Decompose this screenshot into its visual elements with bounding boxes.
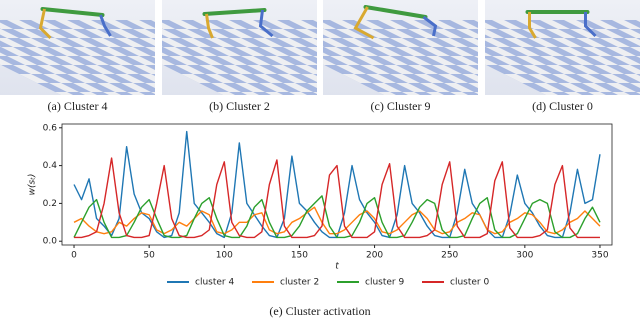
robot-leg: [205, 13, 214, 39]
robot-body: [363, 5, 428, 19]
panel-image: [0, 0, 155, 95]
robot-leg: [422, 15, 438, 37]
legend-label: cluster 0: [450, 278, 489, 288]
panel-caption: (a) Cluster 4: [48, 99, 108, 113]
legend-label: cluster 4: [195, 278, 234, 288]
floor: [323, 20, 478, 95]
legend-label: cluster 9: [365, 278, 404, 288]
series-line: [74, 157, 600, 239]
figure-caption: (e) Cluster activation: [269, 304, 370, 318]
floor: [162, 20, 317, 95]
plot-frame: [61, 123, 613, 246]
floor: [0, 20, 155, 95]
y-tick-label: 0.4: [43, 161, 58, 171]
scene: [162, 0, 317, 95]
y-tick-label: 0.0: [43, 237, 58, 247]
robot-leg: [99, 14, 112, 37]
series-line: [73, 206, 601, 235]
robot-body: [202, 8, 267, 16]
panel-image: [485, 0, 640, 95]
scene: [0, 0, 155, 95]
floor: [485, 20, 640, 95]
scene: [485, 0, 640, 95]
y-tick-label: 0.2: [43, 199, 57, 209]
robot-leg: [584, 12, 597, 38]
robot-leg: [353, 6, 375, 40]
x-tick-label: 200: [366, 251, 383, 261]
x-tick-label: 50: [143, 251, 155, 261]
panel-caption: (d) Cluster 0: [532, 99, 593, 113]
robot-leg: [38, 8, 52, 40]
x-tick-label: 350: [591, 251, 608, 261]
x-tick-label: 0: [71, 251, 77, 261]
x-tick-label: 100: [216, 251, 233, 261]
x-axis-label: t: [335, 262, 339, 272]
panel-image: [323, 0, 478, 95]
robot-body: [40, 7, 105, 17]
panel-caption: (b) Cluster 2: [209, 99, 270, 113]
y-tick-label: 0.6: [43, 123, 58, 133]
scene: [323, 0, 478, 95]
x-tick-label: 250: [441, 251, 458, 261]
x-tick-label: 150: [291, 251, 308, 261]
series-line: [73, 195, 601, 239]
legend-label: cluster 2: [280, 278, 319, 288]
panel-image: [162, 0, 317, 95]
y-axis-label: w(sₜ): [28, 174, 38, 196]
robot-leg: [528, 12, 537, 39]
x-tick-label: 300: [516, 251, 533, 261]
robot-leg: [258, 9, 274, 38]
panel-caption: (c) Cluster 9: [371, 99, 431, 113]
